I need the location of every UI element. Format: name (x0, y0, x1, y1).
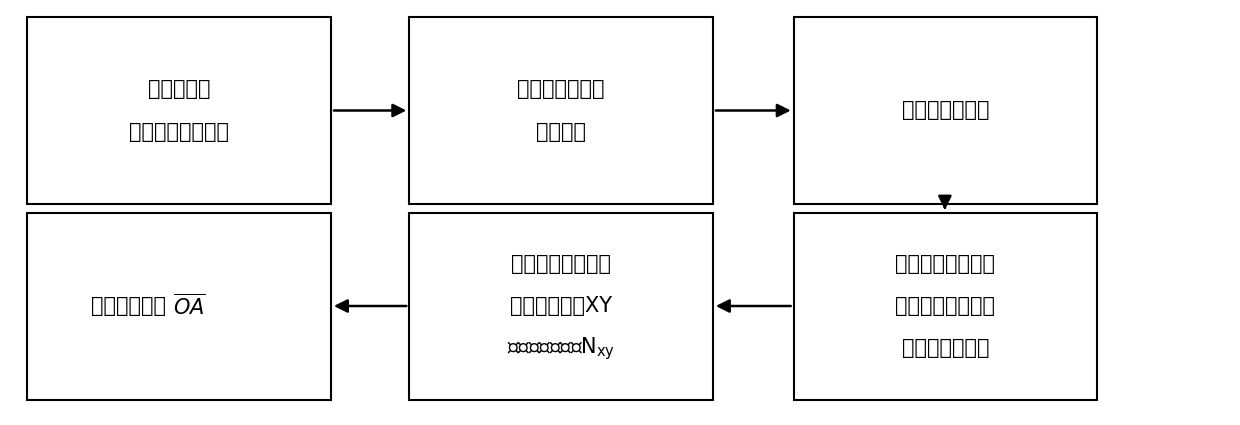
Text: 离散点平行于XY: 离散点平行于XY (510, 296, 613, 316)
Bar (794, 212, 1097, 400)
Text: 计算基函数矩阵: 计算基函数矩阵 (901, 100, 990, 121)
Text: 已知型値点: 已知型値点 (148, 79, 211, 99)
Text: （测球中心坐标）: （测球中心坐标） (129, 122, 229, 142)
Bar (27, 212, 331, 400)
Bar (794, 17, 1097, 204)
Text: 合曲线过型値点: 合曲线过型値点 (901, 338, 990, 359)
Bar (409, 17, 713, 204)
Text: 离散拟合曲线，求: 离散拟合曲线，求 (511, 253, 611, 274)
Text: 累积弦长法计算: 累积弦长法计算 (517, 79, 605, 99)
Text: 平面的法向矢量N$_{\mathrm{xy}}$: 平面的法向矢量N$_{\mathrm{xy}}$ (507, 335, 615, 362)
Bar (409, 212, 713, 400)
Text: 根据型値点矩阵反: 根据型値点矩阵反 (895, 253, 996, 274)
Bar (27, 17, 331, 204)
Text: 算控制顶点，使拟: 算控制顶点，使拟 (895, 296, 996, 316)
Text: $\overline{OA}$: $\overline{OA}$ (172, 293, 206, 319)
Text: 计算补偿向量: 计算补偿向量 (92, 296, 172, 316)
Text: 节点矢量: 节点矢量 (536, 122, 587, 142)
